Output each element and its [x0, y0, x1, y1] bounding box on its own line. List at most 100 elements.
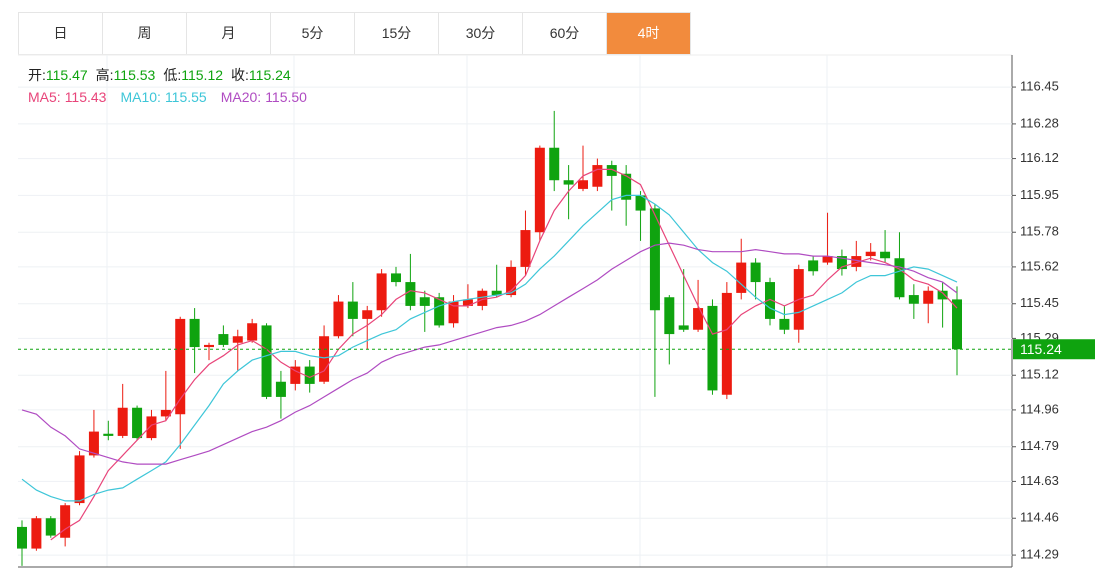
y-tick-label: 115.78 [1020, 224, 1059, 239]
candle-body [218, 334, 229, 345]
candle-body [60, 505, 71, 538]
last-price-label: 115.24 [1020, 341, 1062, 357]
tab[interactable]: 周 [103, 13, 187, 54]
tab[interactable]: 4时 [607, 13, 691, 54]
candle-body [132, 407, 143, 439]
tab-bar: 日周月 5分 15分 30分 60分 4时 [18, 12, 691, 55]
candle-body [232, 336, 243, 343]
candle-body [261, 325, 272, 397]
candle-body [333, 301, 344, 337]
candle-body [779, 318, 790, 330]
candle-body [448, 301, 459, 324]
info-value: 115.47 [45, 67, 88, 83]
y-tick-label: 115.45 [1020, 295, 1059, 310]
info-value: 115.53 [113, 67, 156, 83]
info-label: 开: [28, 67, 46, 83]
candle-body [434, 297, 445, 326]
candle-body [937, 290, 948, 300]
candle-body [319, 336, 330, 382]
candle-body [376, 273, 387, 311]
info-panel: 开:115.47 高:115.53 低:115.12 收:115.24 MA5: 115… [28, 64, 321, 108]
candle-body [721, 292, 732, 395]
y-tick-label: 114.79 [1020, 438, 1059, 453]
candle-body [836, 256, 847, 270]
candle-body [621, 173, 632, 200]
candle-body [908, 295, 919, 304]
candle-body [347, 301, 358, 319]
candle-body [362, 310, 373, 319]
tab[interactable]: 30分 [439, 13, 523, 54]
candle-body [74, 455, 85, 504]
candle-body [304, 366, 315, 384]
y-tick-label: 115.95 [1020, 187, 1059, 202]
tab[interactable]: 月 [187, 13, 271, 54]
candle-body [534, 147, 545, 233]
candle-body [865, 251, 876, 257]
candle-body [693, 308, 704, 330]
legend-value: 115.50 [265, 89, 307, 105]
candle-body [17, 526, 27, 549]
candle-body [923, 290, 934, 304]
candle-body [189, 318, 200, 348]
candle-body [31, 518, 42, 549]
info-value: 115.24 [248, 67, 291, 83]
y-tick-label: 115.62 [1020, 258, 1059, 273]
y-tick-label: 114.29 [1020, 547, 1059, 562]
candle-body [664, 297, 675, 335]
y-tick-label: 114.46 [1020, 510, 1059, 525]
candle-body [462, 299, 473, 306]
candle-body [520, 230, 531, 267]
candle-body [808, 260, 819, 272]
candle-body [103, 433, 114, 436]
tab[interactable]: 5分 [271, 13, 355, 54]
last-price-tag [1013, 339, 1095, 360]
legend-value: 115.43 [64, 89, 107, 105]
candle-body [563, 180, 574, 185]
y-tick-label: 114.96 [1020, 401, 1059, 416]
candle-body [491, 290, 502, 296]
legend-name: MA10: [120, 89, 161, 105]
candle-body [391, 273, 401, 283]
tab[interactable]: 日 [19, 13, 103, 54]
tab[interactable]: 60分 [523, 13, 607, 54]
candle-body [549, 147, 560, 181]
candle-body [146, 416, 157, 439]
candle-body [477, 290, 488, 306]
candle-body [635, 195, 646, 211]
candle-body [880, 251, 891, 259]
candle-body [175, 318, 186, 415]
candle-body [506, 266, 517, 296]
y-tick-label: 115.12 [1020, 367, 1059, 382]
candle-body [822, 256, 833, 263]
ma-line [50, 168, 958, 541]
candle-body [405, 282, 416, 306]
info-label: 高: [95, 67, 114, 83]
candle-body [592, 165, 603, 187]
candle-body [160, 409, 171, 417]
candle-body [750, 262, 761, 283]
y-tick-label: 116.12 [1020, 150, 1059, 165]
candle-body [851, 256, 862, 267]
candle-body [88, 431, 99, 456]
candle-body [247, 323, 258, 341]
candle-body [117, 407, 128, 436]
candle-body [649, 208, 660, 311]
legend-value: 115.55 [164, 89, 207, 105]
candle-body [606, 165, 617, 176]
y-tick-label: 116.45 [1020, 79, 1059, 94]
candle-body [204, 344, 214, 348]
candle-body [952, 299, 962, 350]
candle-body [678, 325, 689, 330]
legend-name: MA20: [220, 89, 262, 105]
info-label: 收: [231, 67, 249, 83]
candle-body [419, 297, 430, 306]
tab[interactable]: 15分 [355, 13, 439, 54]
y-tick-label: 114.63 [1020, 473, 1059, 488]
candle-body [290, 366, 301, 384]
candle-body [736, 262, 747, 293]
candle-body [275, 381, 286, 397]
ohlc-row: 开:115.47 高:115.53 低:115.12 收:115.24 [28, 64, 321, 86]
info-value: 115.12 [181, 67, 224, 83]
